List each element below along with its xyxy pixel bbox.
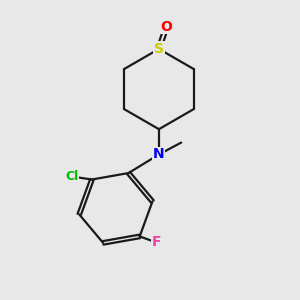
Text: Cl: Cl xyxy=(65,170,78,183)
Text: N: N xyxy=(153,148,165,161)
Text: S: S xyxy=(154,42,164,56)
Text: O: O xyxy=(160,20,172,34)
Text: F: F xyxy=(151,236,161,249)
